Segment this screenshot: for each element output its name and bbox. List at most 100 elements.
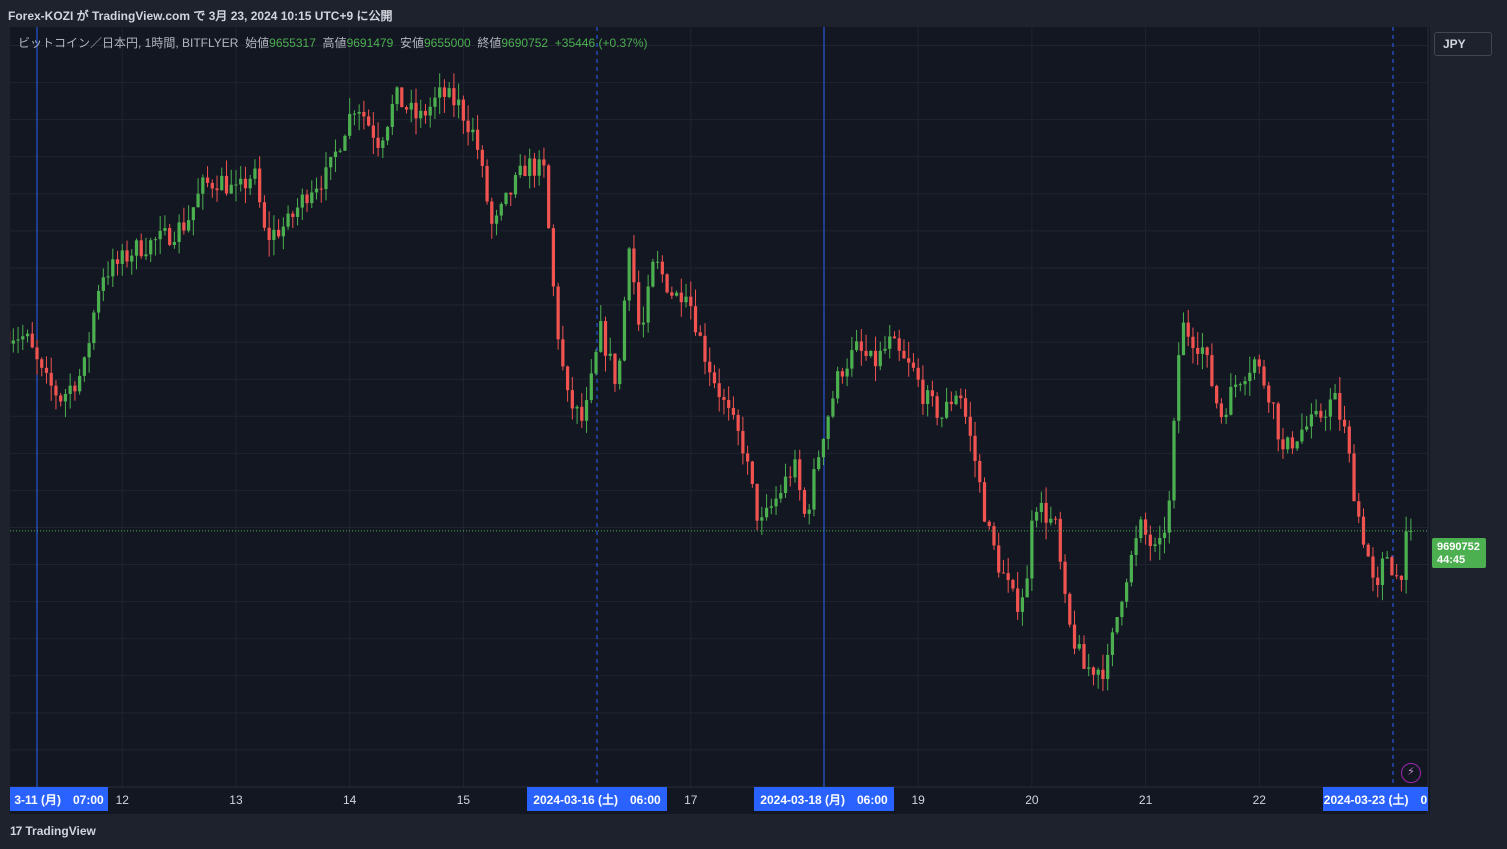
candle xyxy=(243,178,248,189)
candle xyxy=(115,259,120,264)
candle xyxy=(599,321,603,352)
candle xyxy=(442,87,447,97)
x-highlight-label: 2024-03-18 (月) 06:00 xyxy=(760,793,888,807)
candle xyxy=(1271,402,1276,404)
candle xyxy=(1205,347,1209,356)
candle xyxy=(575,406,579,409)
close-label: 終値 xyxy=(477,36,502,50)
candle xyxy=(1286,437,1290,450)
candle xyxy=(831,398,835,417)
candle xyxy=(684,296,688,303)
candle xyxy=(926,390,930,405)
candle xyxy=(1276,403,1280,440)
candle xyxy=(1390,557,1394,576)
candle xyxy=(888,336,892,349)
candle xyxy=(622,300,627,361)
currency-button[interactable]: JPY xyxy=(1434,32,1492,56)
candle xyxy=(750,461,754,484)
low-value: 9655000 xyxy=(423,36,471,50)
candle xyxy=(1238,384,1242,386)
x-tick-label: 19 xyxy=(911,793,925,807)
candle xyxy=(997,545,1001,573)
candle xyxy=(414,102,418,119)
candle xyxy=(1233,384,1238,387)
candle xyxy=(82,357,86,376)
candle xyxy=(1252,359,1257,373)
candle xyxy=(314,188,319,193)
candle xyxy=(646,286,650,323)
candle xyxy=(1177,355,1181,421)
candle xyxy=(172,241,177,245)
candle xyxy=(395,87,399,105)
candle xyxy=(613,353,617,385)
candle xyxy=(196,193,200,208)
candle xyxy=(736,414,740,431)
candle xyxy=(1030,520,1034,579)
tradingview-logo: 17 TradingView xyxy=(10,824,96,838)
candle xyxy=(1025,578,1029,598)
candle xyxy=(333,151,338,158)
candle xyxy=(362,111,366,117)
candle xyxy=(452,88,456,106)
candle xyxy=(1110,632,1115,655)
candle xyxy=(480,149,484,166)
candle xyxy=(272,229,276,241)
candle xyxy=(404,107,409,110)
candle xyxy=(120,250,124,264)
candle xyxy=(655,261,660,263)
candle xyxy=(494,215,499,224)
candle xyxy=(1333,392,1337,400)
candle xyxy=(149,240,153,255)
candle xyxy=(63,393,68,402)
candle xyxy=(537,159,541,176)
candle xyxy=(608,353,612,356)
candle xyxy=(96,290,101,313)
brand-name: TradingView xyxy=(25,824,96,838)
candle xyxy=(741,430,745,454)
candle xyxy=(59,395,63,402)
candle xyxy=(54,385,58,396)
candle xyxy=(310,192,314,204)
x-highlight-label: 2024-03-23 (土) 0 xyxy=(1324,792,1428,807)
candle xyxy=(1243,381,1247,385)
candle xyxy=(907,358,911,363)
candle xyxy=(220,175,224,191)
candle xyxy=(1016,588,1020,612)
candle xyxy=(1181,322,1186,356)
open-value: 9655317 xyxy=(269,36,316,50)
published-by-text: Forex-KOZI が TradingView.com で 3月 23, 20… xyxy=(8,9,393,23)
candle xyxy=(40,359,44,368)
x-tick-label: 14 xyxy=(343,793,357,807)
candle xyxy=(1262,366,1266,386)
candle xyxy=(1006,573,1010,580)
candle xyxy=(1338,392,1342,420)
candle xyxy=(239,178,243,185)
candle xyxy=(163,228,167,231)
candle xyxy=(1257,359,1261,367)
candle xyxy=(258,168,262,203)
candle xyxy=(1039,502,1043,512)
chart-area[interactable]: 9100000920000093000009400000950000096000… xyxy=(10,27,1430,814)
candle xyxy=(1380,558,1385,586)
candle xyxy=(513,175,518,195)
candlestick-chart[interactable]: 9100000920000093000009400000950000096000… xyxy=(10,27,1430,814)
candle xyxy=(973,435,977,461)
candle xyxy=(1196,348,1200,354)
candle xyxy=(793,459,797,478)
candle xyxy=(343,135,347,151)
candle xyxy=(817,457,821,470)
candle xyxy=(589,373,593,401)
candle xyxy=(935,396,939,418)
candle xyxy=(1215,385,1219,404)
candle xyxy=(968,416,972,436)
x-tick-label: 21 xyxy=(1139,793,1153,807)
candle xyxy=(769,506,773,508)
candle xyxy=(433,97,437,107)
candle xyxy=(1323,416,1328,418)
candle xyxy=(651,261,655,287)
lightning-icon[interactable]: ⚡ xyxy=(1401,763,1421,783)
x-highlight-badge xyxy=(754,787,894,811)
candle xyxy=(276,229,281,237)
candle xyxy=(1399,575,1404,580)
candle xyxy=(963,398,968,417)
